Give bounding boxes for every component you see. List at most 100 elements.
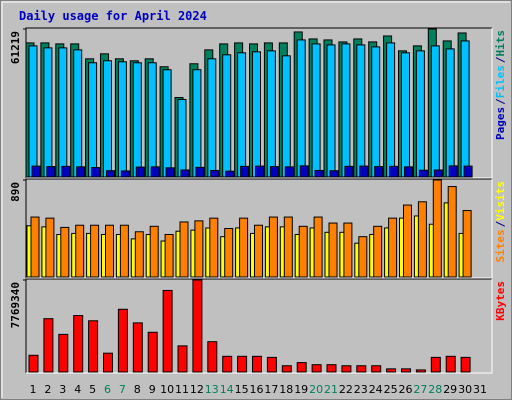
x-tick-label: 24 — [369, 383, 383, 396]
x-tick-label: 6 — [104, 383, 111, 396]
bar — [31, 165, 41, 178]
bar — [91, 167, 101, 178]
bar — [162, 69, 172, 178]
bar — [30, 216, 40, 278]
bar — [374, 166, 384, 178]
bar — [401, 368, 411, 373]
bar — [255, 165, 264, 178]
bar — [266, 50, 276, 178]
bar — [328, 222, 338, 278]
bar — [222, 54, 232, 178]
legend-separator: / — [494, 220, 507, 227]
bar — [252, 51, 261, 178]
x-tick-label: 22 — [339, 383, 353, 396]
bar — [445, 48, 455, 178]
bar — [371, 46, 381, 178]
bar — [195, 166, 205, 178]
bar — [447, 186, 457, 278]
x-tick-label: 25 — [384, 383, 398, 396]
legend-entry: Sites — [494, 229, 507, 262]
bar — [237, 52, 247, 178]
bar — [326, 44, 336, 178]
bar — [281, 365, 292, 373]
bar — [343, 222, 353, 278]
bar — [105, 224, 114, 278]
bar — [240, 165, 250, 178]
x-tick-label: 5 — [89, 383, 96, 396]
x-tick-label: 29 — [443, 383, 457, 396]
bar — [180, 169, 190, 178]
bar — [463, 165, 473, 178]
bar — [460, 356, 471, 373]
x-tick-label: 13 — [205, 383, 219, 396]
bar — [448, 165, 458, 178]
bar — [299, 165, 309, 178]
x-tick-label: 20 — [309, 383, 323, 396]
x-tick-label: 7 — [119, 383, 126, 396]
legend-entry: Pages — [494, 107, 507, 140]
bar — [252, 355, 262, 373]
x-tick-label: 14 — [220, 383, 234, 396]
y-tick-label: 890 — [9, 182, 22, 202]
bar — [117, 61, 127, 178]
bar — [356, 44, 366, 178]
bar — [209, 217, 219, 278]
bar — [462, 210, 472, 278]
legend-entry: Files — [494, 65, 507, 98]
bar — [417, 201, 427, 278]
panel-bevel — [26, 179, 493, 279]
x-tick-label: 19 — [294, 383, 308, 396]
bar — [46, 166, 56, 178]
bar — [371, 365, 382, 373]
y-tick-label: 7769340 — [9, 282, 22, 328]
bar — [106, 170, 115, 178]
bar — [404, 166, 413, 178]
bar — [135, 166, 145, 178]
x-tick-label: 21 — [324, 383, 338, 396]
bar — [329, 170, 339, 178]
x-tick-label: 9 — [149, 383, 156, 396]
bar — [210, 169, 220, 178]
bar — [60, 226, 70, 278]
x-tick-label: 18 — [279, 383, 293, 396]
bar — [147, 331, 158, 373]
panel-bevel — [25, 178, 492, 278]
bar — [28, 45, 38, 178]
bar — [43, 47, 53, 178]
legend-separator: / — [494, 56, 507, 63]
legend: KBytes — [494, 281, 507, 321]
x-tick-label: 26 — [399, 383, 413, 396]
chart-title: Daily usage for April 2024 — [19, 9, 207, 23]
bar — [225, 170, 235, 178]
bar — [61, 165, 71, 178]
bar — [103, 60, 112, 178]
bar — [311, 43, 321, 178]
bar — [356, 365, 367, 373]
bar — [120, 170, 130, 178]
bar — [254, 224, 263, 278]
x-tick-label: 10 — [160, 383, 174, 396]
bar — [88, 320, 99, 373]
bar — [237, 355, 248, 373]
bar — [134, 231, 144, 278]
bar — [358, 236, 368, 278]
bar — [401, 52, 410, 178]
bar — [147, 62, 157, 178]
bar — [296, 362, 307, 373]
bar — [326, 364, 337, 373]
bar — [268, 216, 278, 278]
x-tick-label: 23 — [354, 383, 368, 396]
x-tick-label: 31 — [473, 383, 487, 396]
bar — [344, 165, 354, 178]
bar — [359, 165, 369, 178]
legend-entry: Visits — [494, 181, 507, 221]
bar — [207, 341, 218, 373]
bar — [192, 69, 202, 178]
bar — [192, 279, 203, 373]
bar — [73, 49, 83, 178]
bar — [341, 365, 352, 373]
panel-bevel — [26, 279, 493, 374]
bar — [177, 99, 187, 178]
